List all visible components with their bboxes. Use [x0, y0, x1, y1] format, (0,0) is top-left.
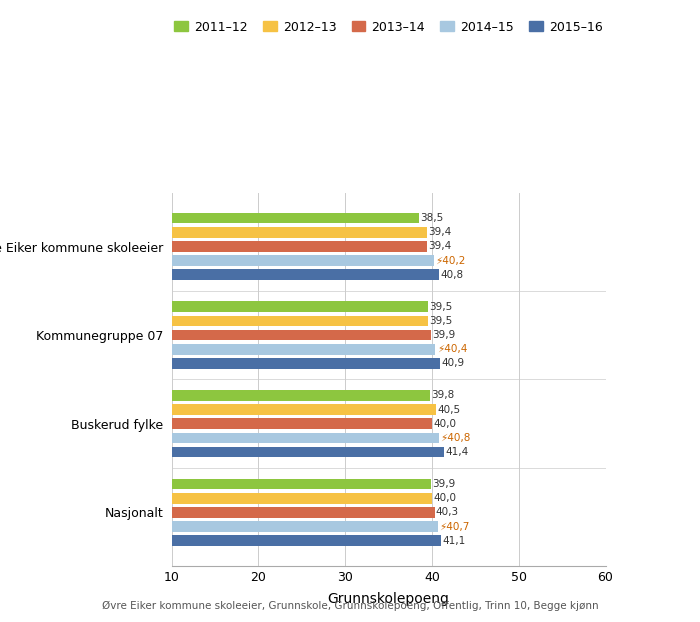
- Bar: [172, 390, 430, 401]
- Bar: [172, 507, 435, 518]
- Text: 39,5: 39,5: [429, 302, 452, 312]
- Text: 40,9: 40,9: [441, 358, 464, 368]
- Text: 38,5: 38,5: [420, 213, 443, 223]
- Bar: [172, 433, 439, 443]
- Text: 40,0: 40,0: [433, 493, 456, 503]
- X-axis label: Grunnskolepoeng: Grunnskolepoeng: [328, 592, 449, 606]
- Text: 40,3: 40,3: [436, 508, 459, 518]
- Bar: [172, 269, 439, 280]
- Bar: [172, 404, 436, 415]
- Text: 39,5: 39,5: [429, 316, 452, 326]
- Text: ⚡40,4: ⚡40,4: [437, 345, 467, 355]
- Bar: [172, 536, 442, 546]
- Bar: [172, 302, 428, 312]
- Bar: [172, 315, 428, 326]
- Bar: [172, 227, 427, 238]
- Text: 39,9: 39,9: [433, 330, 456, 340]
- Text: 39,4: 39,4: [428, 241, 452, 251]
- Text: ⚡40,7: ⚡40,7: [440, 522, 470, 532]
- Text: 39,8: 39,8: [431, 391, 455, 401]
- Legend: 2011–12, 2012–13, 2013–14, 2014–15, 2015–16: 2011–12, 2012–13, 2013–14, 2014–15, 2015…: [169, 16, 608, 39]
- Bar: [172, 493, 432, 504]
- Bar: [172, 255, 433, 266]
- Text: ⚡40,8: ⚡40,8: [440, 433, 470, 443]
- Bar: [172, 344, 435, 355]
- Bar: [172, 358, 440, 369]
- Bar: [172, 213, 419, 223]
- Text: Grunnskolepoeng, gjennomsnitt: Grunnskolepoeng, gjennomsnitt: [8, 169, 249, 181]
- Text: ⚡40,2: ⚡40,2: [435, 256, 466, 266]
- Bar: [172, 479, 431, 490]
- Bar: [172, 447, 444, 457]
- Text: 41,1: 41,1: [442, 536, 466, 545]
- Text: Øvre Eiker kommune skoleeier, Grunnskole, Grunnskolepoeng, Offentlig, Trinn 10, : Øvre Eiker kommune skoleeier, Grunnskole…: [102, 601, 598, 611]
- Text: 39,9: 39,9: [433, 479, 456, 489]
- Bar: [172, 419, 432, 429]
- Text: 40,0: 40,0: [433, 419, 456, 429]
- Bar: [172, 241, 427, 252]
- Text: 41,4: 41,4: [445, 447, 468, 457]
- Text: 40,5: 40,5: [438, 404, 461, 414]
- Text: 40,8: 40,8: [440, 270, 463, 280]
- Bar: [172, 330, 431, 340]
- Text: 39,4: 39,4: [428, 227, 452, 237]
- Bar: [172, 521, 438, 532]
